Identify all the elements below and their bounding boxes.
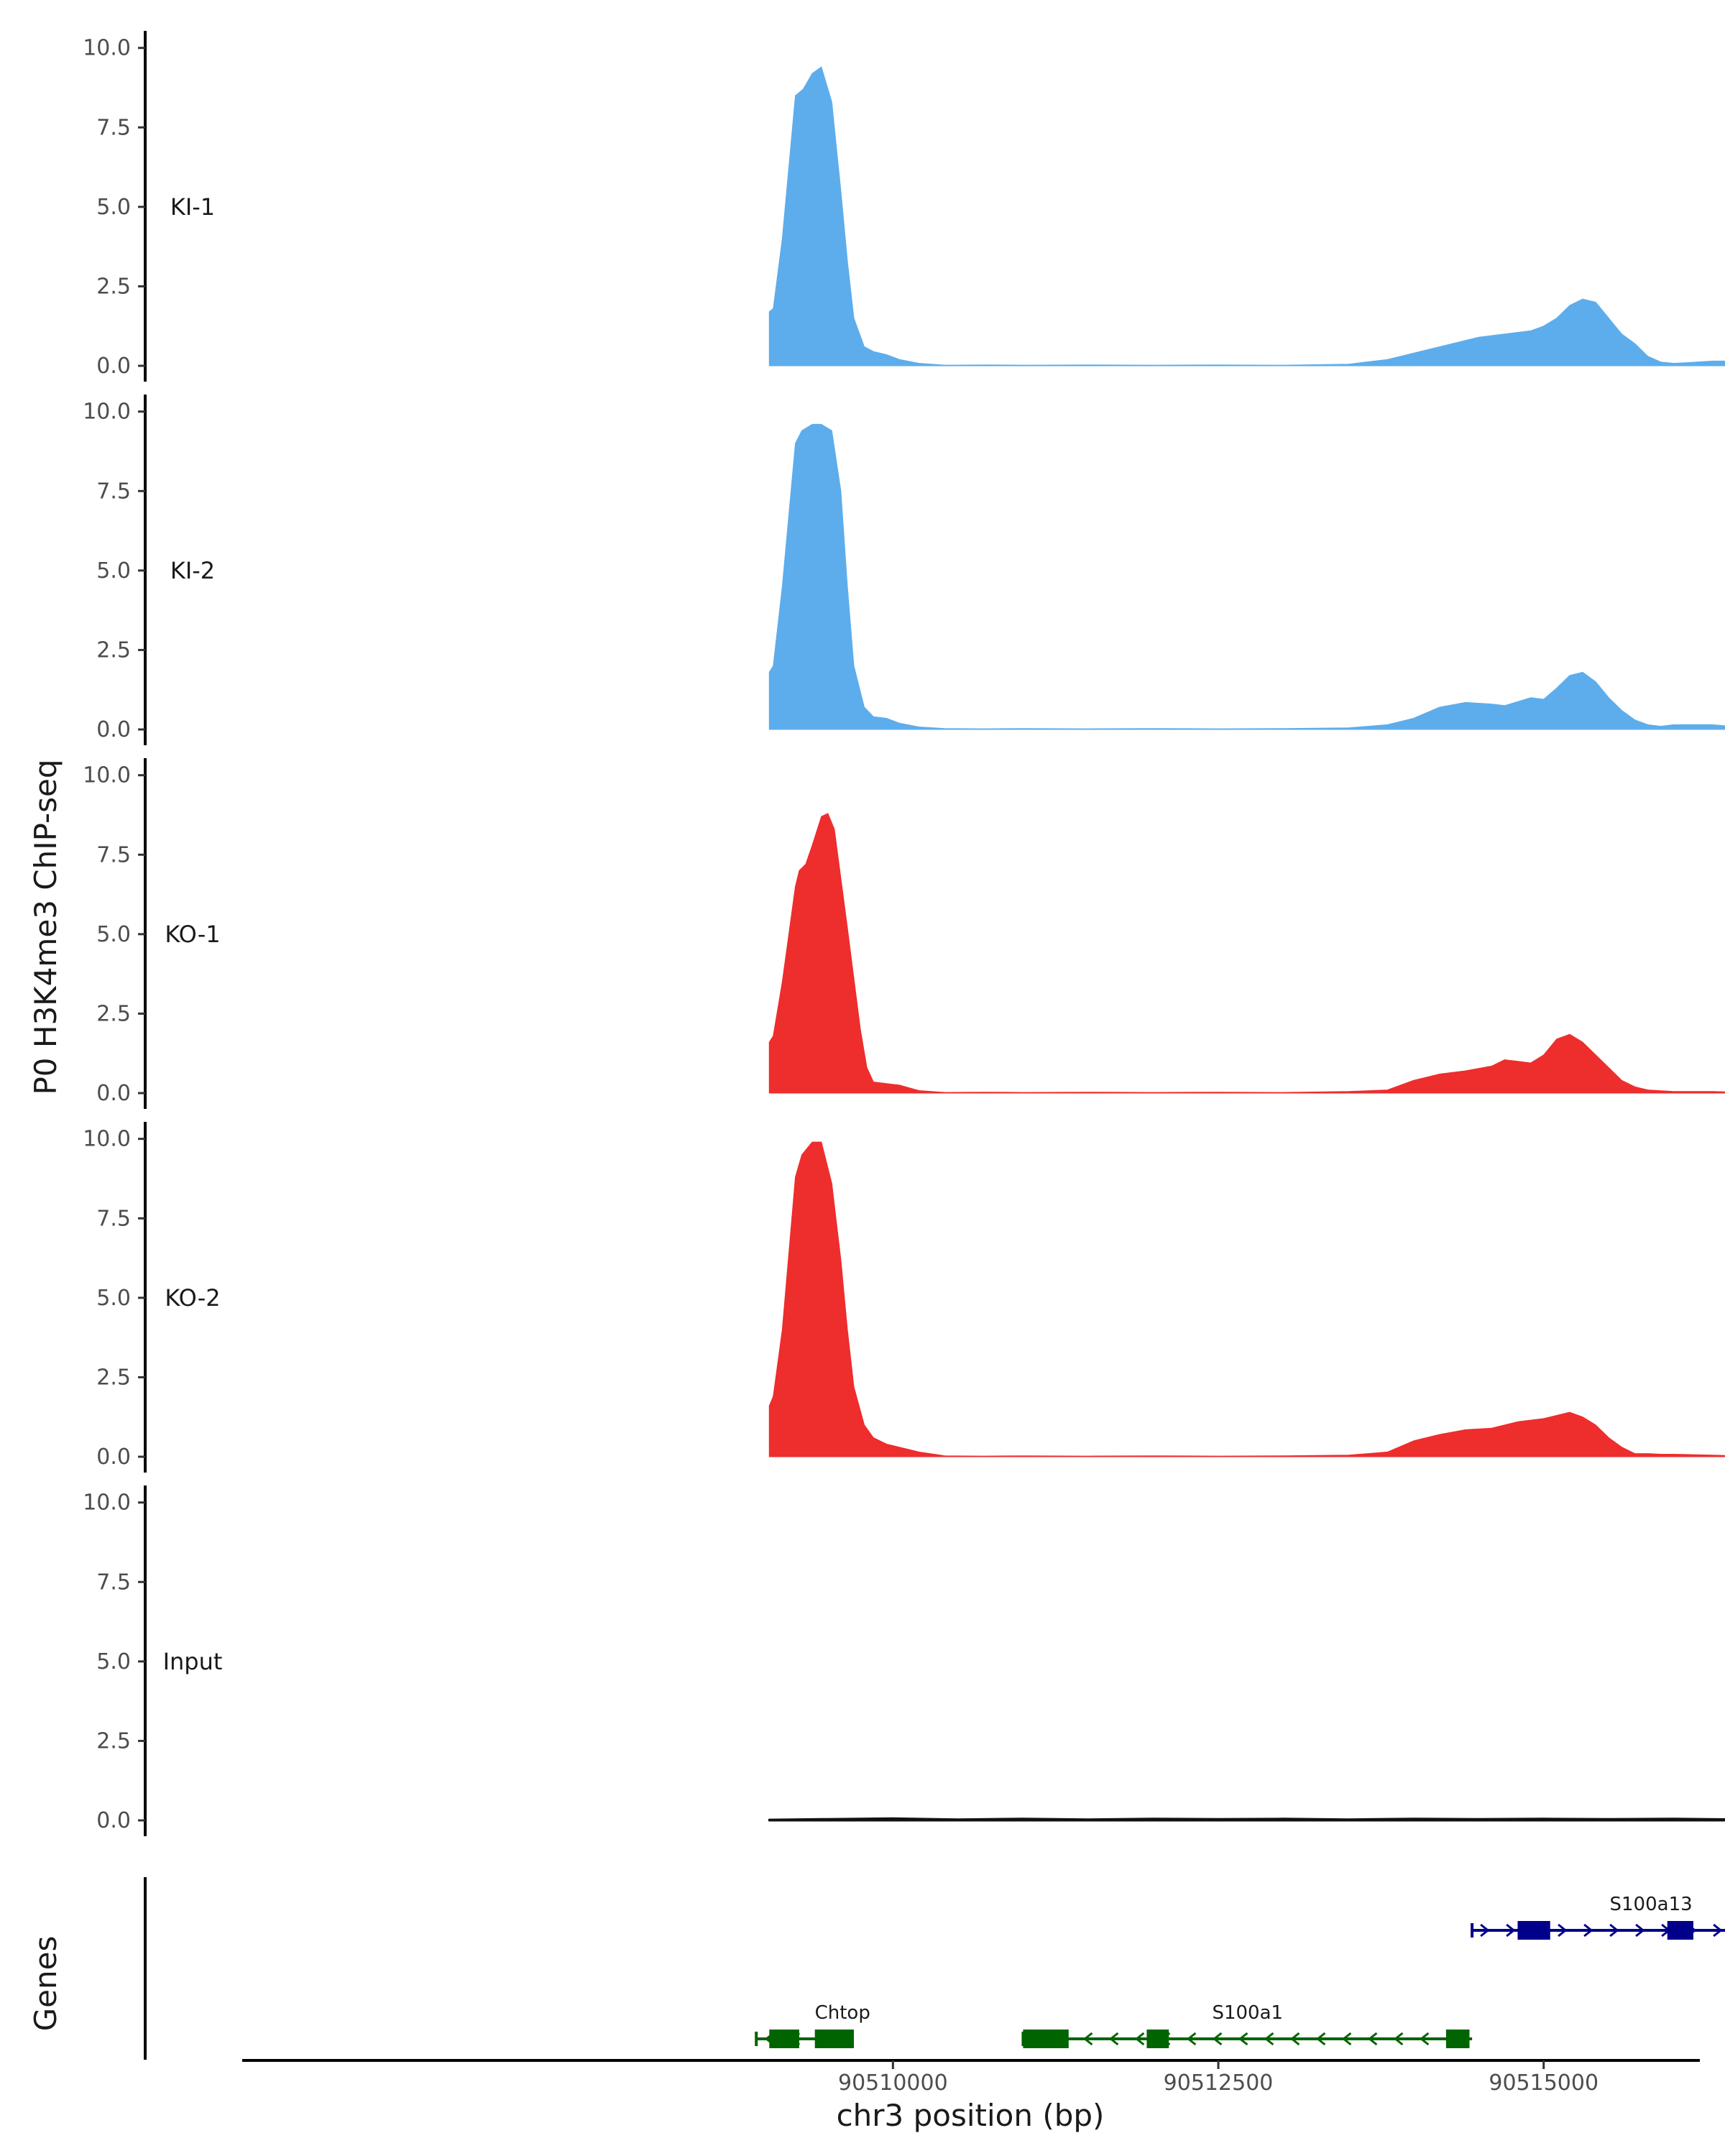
y-tick-label: 10.0	[83, 1127, 131, 1152]
y-tick-label: 5.0	[96, 195, 131, 220]
y-tick-label: 7.5	[96, 1206, 131, 1231]
strand-arrow	[1420, 2032, 1430, 2046]
exon	[769, 2030, 799, 2048]
x-tick-label: 90510000	[838, 2070, 948, 2096]
track-input: 0.0 2.5 5.0 7.5 10.0 Input	[83, 1485, 1725, 1836]
strand-arrow	[1213, 2032, 1223, 2046]
gene-label: S100a1	[1212, 2002, 1283, 2024]
y-tick-label: 10.0	[83, 1491, 131, 1516]
x-tick-label: 90515000	[1489, 2070, 1598, 2096]
x-axis: 90510000 90512500 90515000	[242, 2059, 1700, 2096]
gene-label: S100a13	[1610, 1894, 1693, 1915]
exon	[1517, 1921, 1550, 1940]
coverage-area	[768, 66, 1725, 367]
strand-arrow	[1558, 1923, 1568, 1938]
y-tick-label: 0.0	[96, 354, 131, 379]
x-axis-title: chr3 position (bp)	[837, 2098, 1105, 2133]
strand-arrow	[1135, 2032, 1145, 2046]
strand-arrow	[1635, 1923, 1645, 1938]
y-tick-label: 2.5	[96, 637, 131, 663]
y-tick-label: 2.5	[96, 1001, 131, 1026]
strand-arrow	[1609, 1923, 1619, 1938]
track-label: KO-1	[165, 921, 220, 948]
track-ki-1: 0.0 2.5 5.0 7.5 10.0 KI-1	[83, 31, 1725, 382]
track-ko-2: 0.0 2.5 5.0 7.5 10.0 KO-2	[83, 1122, 1725, 1473]
exon	[1445, 2030, 1470, 2048]
strand-arrow	[1264, 2032, 1274, 2046]
gene-track: Chtop S100a1 S100a13	[144, 1877, 1725, 2060]
gene-label: Chtop	[815, 2002, 870, 2024]
y-tick-label: 0.0	[96, 717, 131, 742]
track-ko-1: 0.0 2.5 5.0 7.5 10.0 KO-1	[83, 758, 1725, 1109]
track-label: KI-2	[170, 557, 215, 584]
coverage-area	[768, 1141, 1725, 1457]
track-ki-2: 0.0 2.5 5.0 7.5 10.0 KI-2	[83, 395, 1725, 745]
y-tick-label: 7.5	[96, 1570, 131, 1595]
y-tick-label: 2.5	[96, 1728, 131, 1754]
gene-chtop: Chtop	[755, 2002, 870, 2048]
y-tick-label: 2.5	[96, 274, 131, 299]
y-tick-label: 2.5	[96, 1365, 131, 1390]
gene-track-title: Genes	[28, 1936, 63, 2032]
track-label: Input	[163, 1648, 223, 1675]
gene-s100a1: S100a1	[1021, 2002, 1473, 2048]
gene-s100a13: S100a13	[1471, 1894, 1725, 1940]
y-tick-label: 10.0	[83, 400, 131, 425]
y-tick-label: 7.5	[96, 115, 131, 140]
strand-arrow	[1290, 2032, 1300, 2046]
strand-arrow	[1394, 2032, 1404, 2046]
y-tick-label: 10.0	[83, 763, 131, 788]
strand-arrow	[1342, 2032, 1352, 2046]
y-tick-label: 5.0	[96, 558, 131, 584]
coverage-area	[768, 423, 1725, 730]
y-tick-label: 5.0	[96, 1649, 131, 1674]
y-tick-label: 5.0	[96, 1286, 131, 1311]
y-tick-label: 5.0	[96, 922, 131, 947]
track-label: KO-2	[165, 1284, 220, 1312]
track-label: KI-1	[170, 193, 215, 221]
coverage-area	[768, 813, 1725, 1094]
strand-arrow	[1506, 1923, 1516, 1938]
exon	[814, 2030, 855, 2048]
y-tick-label: 0.0	[96, 1808, 131, 1833]
strand-arrow	[1316, 2032, 1326, 2046]
exon	[1146, 2030, 1169, 2048]
strand-arrow	[1368, 2032, 1378, 2046]
strand-arrow	[1083, 2032, 1093, 2046]
y-tick-label: 7.5	[96, 479, 131, 504]
strand-arrow	[1187, 2032, 1197, 2046]
y-tick-label: 0.0	[96, 1081, 131, 1106]
strand-arrow	[1109, 2032, 1119, 2046]
y-axis-title: P0 H3K4me3 ChIP-seq	[28, 759, 63, 1095]
strand-arrow	[1583, 1923, 1593, 1938]
strand-arrow	[1480, 1923, 1490, 1938]
exon	[1023, 2030, 1069, 2048]
y-tick-label: 7.5	[96, 842, 131, 867]
coverage-area	[768, 1817, 1725, 1822]
exon	[1667, 1921, 1693, 1940]
strand-arrow	[1713, 1923, 1723, 1938]
y-tick-label: 0.0	[96, 1445, 131, 1470]
x-tick-label: 90512500	[1164, 2070, 1274, 2096]
y-tick-label: 10.0	[83, 36, 131, 61]
coverage-tracks: 0.0 2.5 5.0 7.5 10.0 KI-1 0.0 2.5 5.0 7.5 10.0 KI-2…	[83, 31, 1725, 1836]
strand-arrow	[1238, 2032, 1248, 2046]
